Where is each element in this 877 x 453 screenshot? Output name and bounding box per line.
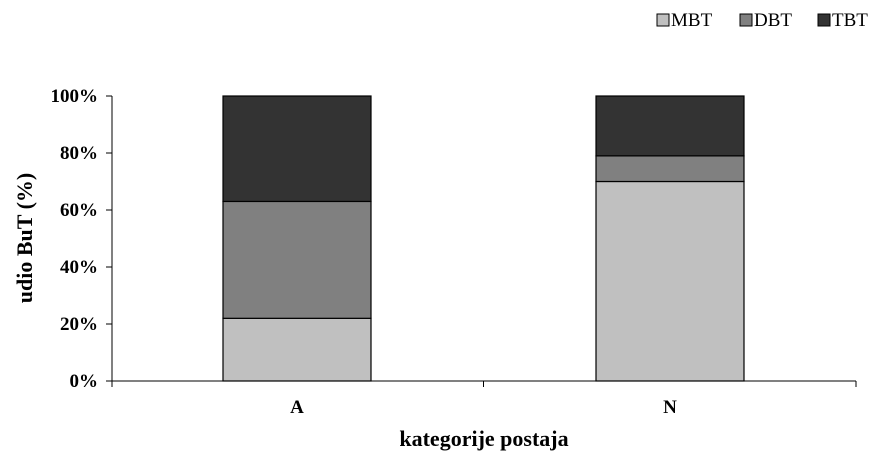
x-tick-label: A	[290, 397, 304, 418]
bars	[222, 95, 745, 382]
bar-segment-dbt-a	[222, 200, 372, 319]
y-tick-label: 0%	[70, 371, 99, 392]
bar-segment-tbt-a	[222, 95, 372, 203]
x-axis-title: kategorije postaja	[399, 426, 568, 451]
y-axis-title: udio BuT (%)	[12, 173, 37, 303]
bar-segment-mbt-n	[595, 180, 745, 382]
legend-swatch-dbt	[739, 13, 753, 27]
x-tick-label: N	[663, 397, 677, 418]
legend-label-tbt: TBT	[832, 10, 868, 31]
bar-segment-tbt-n	[595, 95, 745, 157]
y-tick-label: 80%	[60, 143, 98, 164]
legend-swatch-mbt	[656, 13, 670, 27]
legend-label-mbt: MBT	[671, 10, 713, 31]
bar-segment-dbt-n	[595, 155, 745, 183]
y-tick-label: 40%	[60, 257, 98, 278]
legend-swatch-tbt	[817, 13, 831, 27]
y-tick-label: 20%	[60, 314, 98, 335]
legend-label-dbt: DBT	[754, 10, 792, 31]
y-tick-label: 100%	[51, 86, 99, 107]
axes: 0% 20% 40% 60% 80% 100% A N	[51, 86, 857, 418]
bar-segment-mbt-a	[222, 317, 372, 382]
y-tick-label: 60%	[60, 200, 98, 221]
legend: MBT DBT TBT	[656, 10, 868, 31]
